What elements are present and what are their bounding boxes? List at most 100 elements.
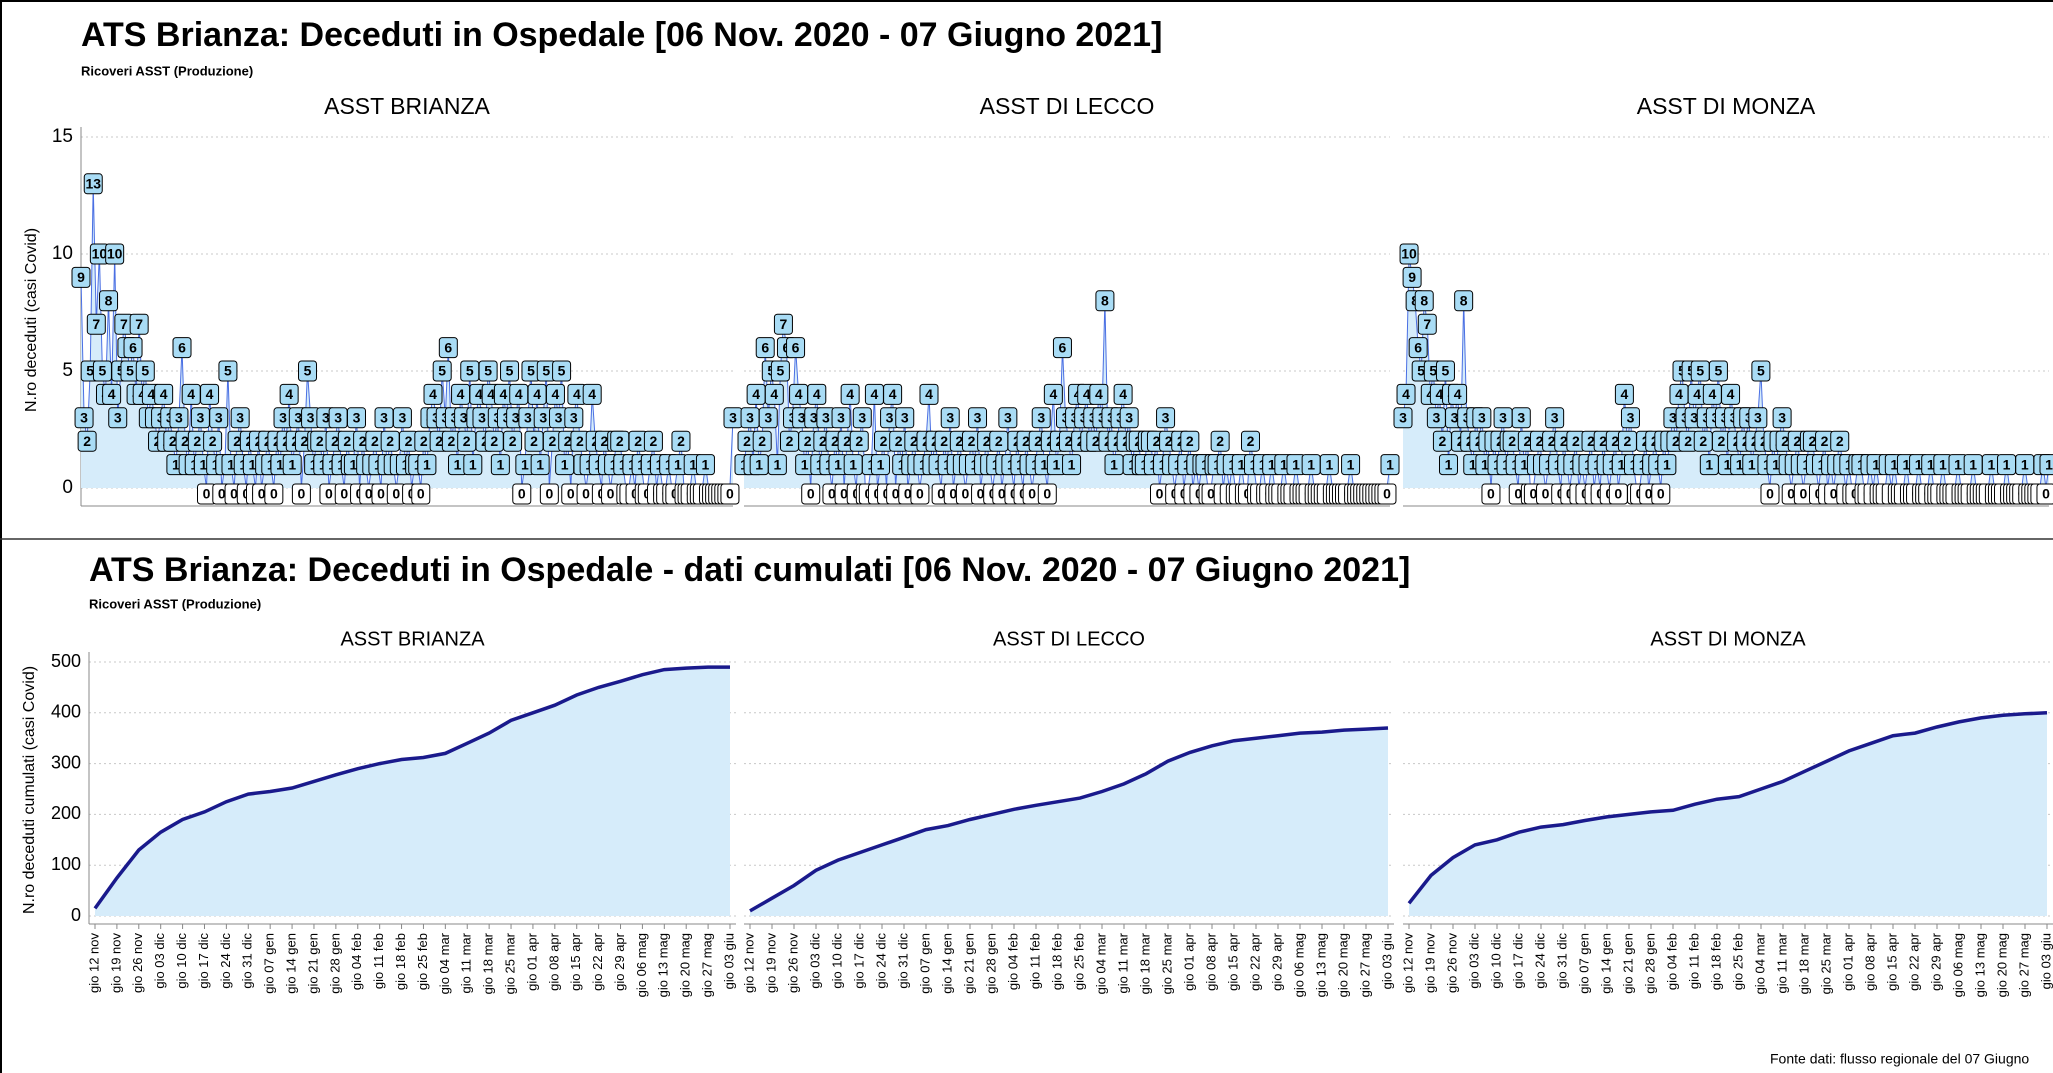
data-label: 2 [209,433,217,449]
data-label: 1 [801,456,809,472]
data-label: 4 [475,386,483,402]
data-label: 3 [114,410,122,426]
data-label: 1 [1445,456,1453,472]
data-label: 3 [236,410,244,426]
data-label-box [1721,383,1741,405]
data-label: 2 [831,433,839,449]
data-label-box [895,407,915,429]
data-label: 2 [169,433,177,449]
x-tick-label: gio 03 dic [807,933,822,989]
line [749,726,1389,913]
chart-title: ATS Brianza: Deceduti in Ospedale [06 No… [81,16,1162,54]
data-label: 3 [1125,410,1133,426]
x-tick-label: gio 12 nov [741,933,756,993]
data-label: 3 [399,410,407,426]
data-label: 3 [1004,410,1012,426]
data-label: 3 [460,410,468,426]
data-label: 0 [2042,486,2050,502]
data-label: 4 [795,386,803,402]
data-label: 6 [129,339,137,355]
data-label: 1 [2003,456,2011,472]
x-tick-label: gio 28 gen [1642,933,1657,994]
panel-title: ASST DI MONZA [1637,93,1816,119]
data-label-box [172,337,192,359]
data-label: 5 [1429,363,1437,379]
x-tick-label: gio 04 feb [349,933,364,990]
data-label-box [720,483,740,505]
data-label: 0 [340,486,348,502]
data-label: 1 [350,456,358,472]
data-label-box [1448,383,1468,405]
panel-title: ASST DI MONZA [1650,628,1806,650]
data-label-box [264,483,284,505]
y-tick-label: 15 [52,126,73,147]
data-label: 9 [1408,269,1416,285]
data-label-box [200,383,220,405]
data-label: 4 [515,386,523,402]
data-label: 0 [230,486,238,502]
x-tick-label: gio 13 mag [656,933,671,997]
data-label: 3 [380,410,388,426]
x-tick-label: gio 13 mag [1313,933,1328,997]
data-label: 0 [377,486,385,502]
chart-subtitle: Ricoveri ASST (Produzione) [89,596,261,611]
data-label: 2 [181,433,189,449]
data-label-box [1319,454,1339,476]
data-label: 2 [995,433,1003,449]
data-label: 0 [807,486,815,502]
data-label-box [1377,483,1397,505]
data-label-box [1095,290,1115,312]
data-label: 9 [77,269,85,285]
data-label: 1 [1268,456,1276,472]
data-label: 1 [1939,456,1947,472]
data-label: 1 [172,456,180,472]
data-label-box [1760,483,1780,505]
data-label: 3 [974,410,982,426]
data-label: 2 [331,433,339,449]
data-label: 2 [301,433,309,449]
data-label: 2 [371,433,379,449]
data-label: 4 [925,386,933,402]
data-label: 2 [968,433,976,449]
data-label: 5 [542,363,550,379]
x-tick-label: gio 31 dic [240,933,255,989]
x-tick-label: gio 04 feb [1005,933,1020,990]
data-label: 0 [270,486,278,502]
data-label: 2 [1781,433,1789,449]
data-label-box [123,337,143,359]
x-tick-label: gio 04 mar [437,932,452,994]
data-label-box [840,383,860,405]
data-label: 2 [677,433,685,449]
data-label: 1 [227,456,235,472]
data-label: 1 [249,456,257,472]
data-label: 4 [846,386,854,402]
data-label: 4 [160,386,168,402]
data-label-box [1472,407,1492,429]
data-label: 1 [561,456,569,472]
data-label: 2 [843,433,851,449]
data-label: 1 [1772,456,1780,472]
data-label: 2 [509,433,517,449]
data-label: 3 [80,410,88,426]
data-label-box [552,360,572,382]
data-label-box [154,383,174,405]
data-label: 5 [776,363,784,379]
data-label: 3 [215,410,223,426]
data-label: 4 [1675,386,1683,402]
data-label: 0 [218,486,226,502]
data-label: 13 [85,176,101,192]
data-label: 0 [607,486,615,502]
y-tick-label: 500 [51,651,81,671]
data-label: 1 [496,456,504,472]
data-label: 0 [916,486,924,502]
data-label: 0 [417,486,425,502]
data-label: 4 [206,386,214,402]
data-label: 2 [1439,433,1447,449]
data-label-box [764,383,784,405]
data-label: 4 [487,386,495,402]
data-label-box [770,360,790,382]
x-tick-label: gio 21 gen [961,933,976,994]
data-label-box [83,173,103,195]
data-label-box [1481,483,1501,505]
data-label-box [695,454,715,476]
